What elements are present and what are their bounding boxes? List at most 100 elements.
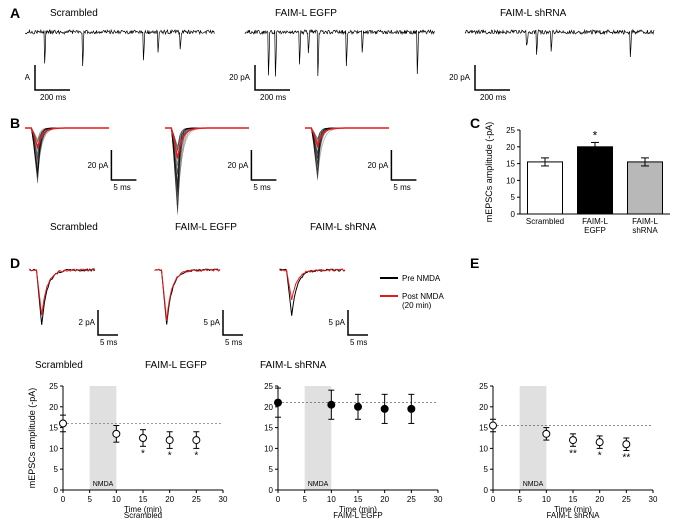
svg-text:5: 5 (87, 495, 92, 504)
svg-text:20: 20 (479, 403, 488, 412)
svg-text:*: * (141, 448, 145, 459)
svg-text:Scrambled: Scrambled (124, 511, 162, 520)
svg-text:0: 0 (54, 486, 59, 495)
svg-text:EGFP: EGFP (584, 226, 606, 235)
svg-text:200 ms: 200 ms (260, 93, 286, 102)
svg-text:10: 10 (327, 495, 336, 504)
svg-text:0: 0 (269, 486, 274, 495)
svg-text:25: 25 (407, 495, 416, 504)
svg-text:mEPSCs amplitude (-pA): mEPSCs amplitude (-pA) (27, 388, 37, 489)
svg-text:5 ms: 5 ms (100, 338, 117, 347)
svg-text:20 pA: 20 pA (449, 73, 471, 82)
svg-text:5: 5 (517, 495, 522, 504)
svg-text:0: 0 (511, 210, 516, 219)
panel-b-traces: 20 pA5 ms20 pA5 ms20 pA5 ms (25, 120, 465, 225)
svg-text:5 pA: 5 pA (329, 318, 346, 327)
svg-text:30: 30 (649, 495, 658, 504)
svg-text:FAIM-L EGFP: FAIM-L EGFP (333, 511, 383, 520)
svg-text:10: 10 (506, 176, 515, 185)
svg-text:200 ms: 200 ms (40, 93, 66, 102)
svg-text:15: 15 (479, 424, 488, 433)
svg-text:5: 5 (302, 495, 307, 504)
panel-c-barchart: 0510152025mEPSCs amplitude (-pA)Scramble… (480, 122, 675, 242)
svg-text:5: 5 (269, 465, 274, 474)
svg-text:15: 15 (506, 160, 515, 169)
svg-text:20: 20 (595, 495, 604, 504)
svg-text:20: 20 (380, 495, 389, 504)
svg-text:0: 0 (276, 495, 281, 504)
panel-d-cond-2: FAIM-L shRNA (260, 360, 326, 371)
svg-text:**: ** (569, 448, 577, 459)
svg-text:Scrambled: Scrambled (526, 217, 564, 226)
svg-text:10: 10 (264, 444, 273, 453)
svg-text:10: 10 (542, 495, 551, 504)
svg-text:shRNA: shRNA (632, 226, 658, 235)
svg-text:25: 25 (49, 382, 58, 391)
panel-b-cond-2: FAIM-L shRNA (310, 222, 376, 233)
panel-d-traces: 2 pA 5 ms 5 pA 5 ms 5 pA 5 ms Pre NMDA Post NMD… (25, 260, 465, 365)
svg-text:10: 10 (112, 495, 121, 504)
svg-text:20: 20 (165, 495, 174, 504)
svg-text:15: 15 (264, 424, 273, 433)
svg-text:FAIM-L: FAIM-L (582, 217, 608, 226)
panel-b-cond-0: Scrambled (50, 222, 98, 233)
svg-text:Post NMDA: Post NMDA (402, 292, 444, 301)
panel-a-label: A (10, 5, 20, 21)
svg-text:0: 0 (61, 495, 66, 504)
svg-text:15: 15 (569, 495, 578, 504)
svg-text:NMDA: NMDA (308, 481, 329, 488)
svg-text:FAIM-L shRNA: FAIM-L shRNA (546, 511, 600, 520)
svg-text:(20 min): (20 min) (402, 301, 432, 310)
panel-d-cond-1: FAIM-L EGFP (145, 360, 207, 371)
svg-text:*: * (598, 450, 602, 461)
svg-text:*: * (168, 450, 172, 461)
svg-text:20 pA: 20 pA (367, 161, 389, 170)
panel-d-label: D (10, 255, 20, 271)
panel-e-timecourse: mEPSCs amplitude (-pA) 0 5 10 15 20 25 0 5 10 15 20… (25, 380, 675, 520)
svg-text:2 pA: 2 pA (79, 318, 96, 327)
svg-text:200 ms: 200 ms (480, 93, 506, 102)
svg-text:30: 30 (434, 495, 443, 504)
svg-text:mEPSCs amplitude (-pA): mEPSCs amplitude (-pA) (484, 122, 494, 222)
svg-text:Pre NMDA: Pre NMDA (402, 274, 441, 283)
panel-a-cond-0: Scrambled (50, 8, 98, 19)
svg-text:*: * (194, 450, 198, 461)
svg-text:**: ** (622, 452, 630, 463)
svg-text:20 pA: 20 pA (87, 161, 109, 170)
svg-text:25: 25 (192, 495, 201, 504)
svg-text:25: 25 (622, 495, 631, 504)
panel-a-traces: 20 pA200 ms20 pA200 ms20 pA200 ms (25, 20, 675, 105)
svg-text:25: 25 (506, 126, 515, 135)
panel-c-label: C (470, 115, 480, 131)
svg-text:25: 25 (479, 382, 488, 391)
svg-text:15: 15 (354, 495, 363, 504)
svg-text:30: 30 (219, 495, 228, 504)
svg-text:20: 20 (49, 403, 58, 412)
svg-text:5 ms: 5 ms (350, 338, 367, 347)
svg-text:20: 20 (506, 143, 515, 152)
svg-text:15: 15 (49, 424, 58, 433)
panel-d-cond-0: Scrambled (35, 360, 83, 371)
svg-text:5 ms: 5 ms (393, 183, 410, 192)
svg-text:5 pA: 5 pA (204, 318, 221, 327)
svg-text:5 ms: 5 ms (225, 338, 242, 347)
svg-text:20 pA: 20 pA (227, 161, 249, 170)
svg-text:15: 15 (139, 495, 148, 504)
panel-b-cond-1: FAIM-L EGFP (175, 222, 237, 233)
svg-text:0: 0 (484, 486, 489, 495)
svg-text:25: 25 (264, 382, 273, 391)
panel-e-label: E (470, 255, 479, 271)
svg-text:20 pA: 20 pA (229, 73, 251, 82)
panel-a-cond-1: FAIM-L EGFP (275, 8, 337, 19)
panel-a-cond-2: FAIM-L shRNA (500, 8, 566, 19)
panel-b-label: B (10, 115, 20, 131)
svg-text:5: 5 (54, 465, 59, 474)
svg-text:20: 20 (264, 403, 273, 412)
svg-text:NMDA: NMDA (93, 481, 114, 488)
svg-text:10: 10 (49, 444, 58, 453)
svg-text:NMDA: NMDA (523, 481, 544, 488)
svg-text:5 ms: 5 ms (253, 183, 270, 192)
svg-text:5: 5 (484, 465, 489, 474)
svg-text:FAIM-L: FAIM-L (632, 217, 658, 226)
svg-text:*: * (593, 128, 598, 142)
